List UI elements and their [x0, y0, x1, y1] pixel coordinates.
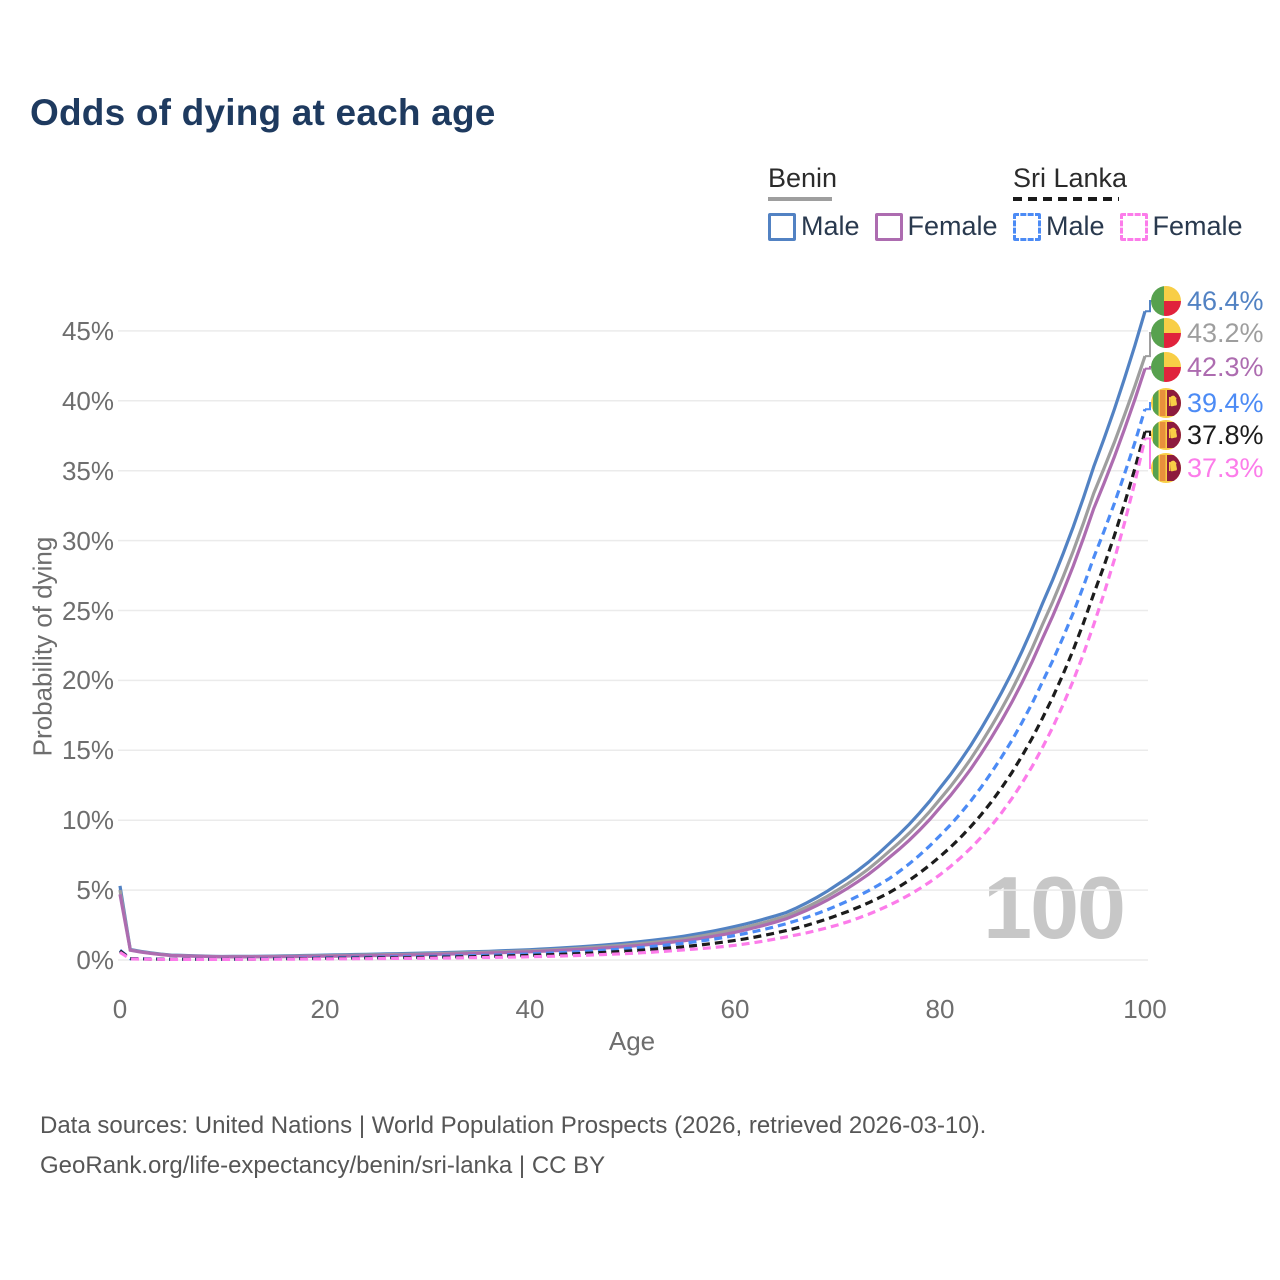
y-tick-label: 25%	[61, 595, 114, 626]
x-tick-label: 100	[1123, 994, 1167, 1024]
y-tick-label: 20%	[61, 665, 114, 696]
sri-lanka-flag-icon	[1151, 420, 1181, 450]
series-line-benin-both-sexes	[118, 355, 1147, 959]
legend-item-sri-lanka-male[interactable]: Male	[1013, 211, 1105, 242]
legend-country-label: Benin	[768, 163, 838, 193]
legend-group-sri-lanka: Sri Lanka Male Female	[1013, 163, 1243, 242]
x-axis-title: Age	[608, 1026, 656, 1056]
benin-flag-icon	[1151, 352, 1181, 382]
end-label-benin-female: 42.3%	[1151, 352, 1264, 382]
x-tick-label: 0	[112, 994, 128, 1024]
legend-item-benin-female[interactable]: Female	[874, 211, 998, 242]
legend-group-benin: Benin Male Female	[768, 163, 998, 242]
legend-checkbox-icon[interactable]	[768, 212, 796, 241]
y-tick-label: 15%	[61, 735, 114, 766]
sri-lanka-flag-icon	[1151, 453, 1181, 483]
end-label-sri-lanka-male: 39.4%	[1151, 388, 1264, 418]
x-tick-label: 60	[720, 994, 750, 1024]
legend-solid-line-swatch	[768, 197, 832, 201]
end-label-value: 46.4%	[1187, 286, 1264, 316]
end-label-sri-lanka-female: 37.3%	[1151, 453, 1264, 483]
benin-flag-icon	[1151, 286, 1181, 316]
legend-dashed-line-swatch	[1013, 197, 1119, 201]
legend-checkbox-icon[interactable]	[1119, 212, 1148, 241]
legend-item-label: Female	[907, 211, 998, 241]
benin-flag-icon	[1151, 318, 1181, 348]
footer: Data sources: United Nations | World Pop…	[40, 1106, 986, 1186]
series-line-sri-lanka-both-sexes	[119, 431, 1147, 961]
series-line-benin-female	[118, 368, 1147, 959]
y-tick-label: 10%	[61, 805, 114, 836]
series-line-sri-lanka-male	[118, 408, 1147, 961]
page-title: Odds of dying at each age	[30, 92, 496, 133]
y-tick-label: 5%	[76, 875, 114, 906]
end-label-value: 43.2%	[1187, 318, 1264, 348]
y-tick-label: 40%	[61, 385, 114, 416]
end-label-value: 39.4%	[1187, 388, 1264, 418]
y-tick-label: 30%	[61, 525, 114, 556]
legend-item-label: Female	[1152, 211, 1243, 241]
legend-checkbox-icon[interactable]	[874, 212, 903, 241]
legend-item-label: Male	[801, 211, 860, 241]
legend-checkbox-icon[interactable]	[1013, 212, 1041, 241]
x-tick-label: 80	[925, 994, 955, 1024]
y-tick-label: 0%	[76, 945, 114, 975]
series-line-sri-lanka-female	[119, 438, 1147, 961]
footer-attribution: GeoRank.org/life-expectancy/benin/sri-la…	[40, 1152, 606, 1179]
age-watermark: 100	[983, 858, 1126, 957]
end-label-benin-male: 46.4%	[1151, 286, 1264, 316]
end-label-value: 42.3%	[1187, 352, 1264, 382]
sri-lanka-flag-icon	[1151, 388, 1181, 418]
legend-item-sri-lanka-female[interactable]: Female	[1119, 211, 1243, 242]
end-label-value: 37.8%	[1187, 420, 1264, 450]
legend-item-label: Male	[1046, 211, 1105, 241]
x-tick-label: 40	[515, 994, 545, 1024]
end-label-benin-both-sexes: 43.2%	[1151, 318, 1264, 348]
y-tick-label: 45%	[61, 315, 114, 346]
footer-data-sources: Data sources: United Nations | World Pop…	[40, 1112, 987, 1139]
end-label-sri-lanka-both-sexes: 37.8%	[1151, 420, 1264, 450]
y-tick-label: 35%	[61, 455, 114, 486]
end-label-value: 37.3%	[1187, 453, 1264, 483]
legend-country-label: Sri Lanka	[1013, 163, 1128, 193]
series-line-benin-male	[118, 310, 1147, 959]
chart-canvas	[118, 300, 1156, 961]
legend-item-benin-male[interactable]: Male	[768, 211, 860, 242]
x-tick-label: 20	[310, 994, 340, 1024]
